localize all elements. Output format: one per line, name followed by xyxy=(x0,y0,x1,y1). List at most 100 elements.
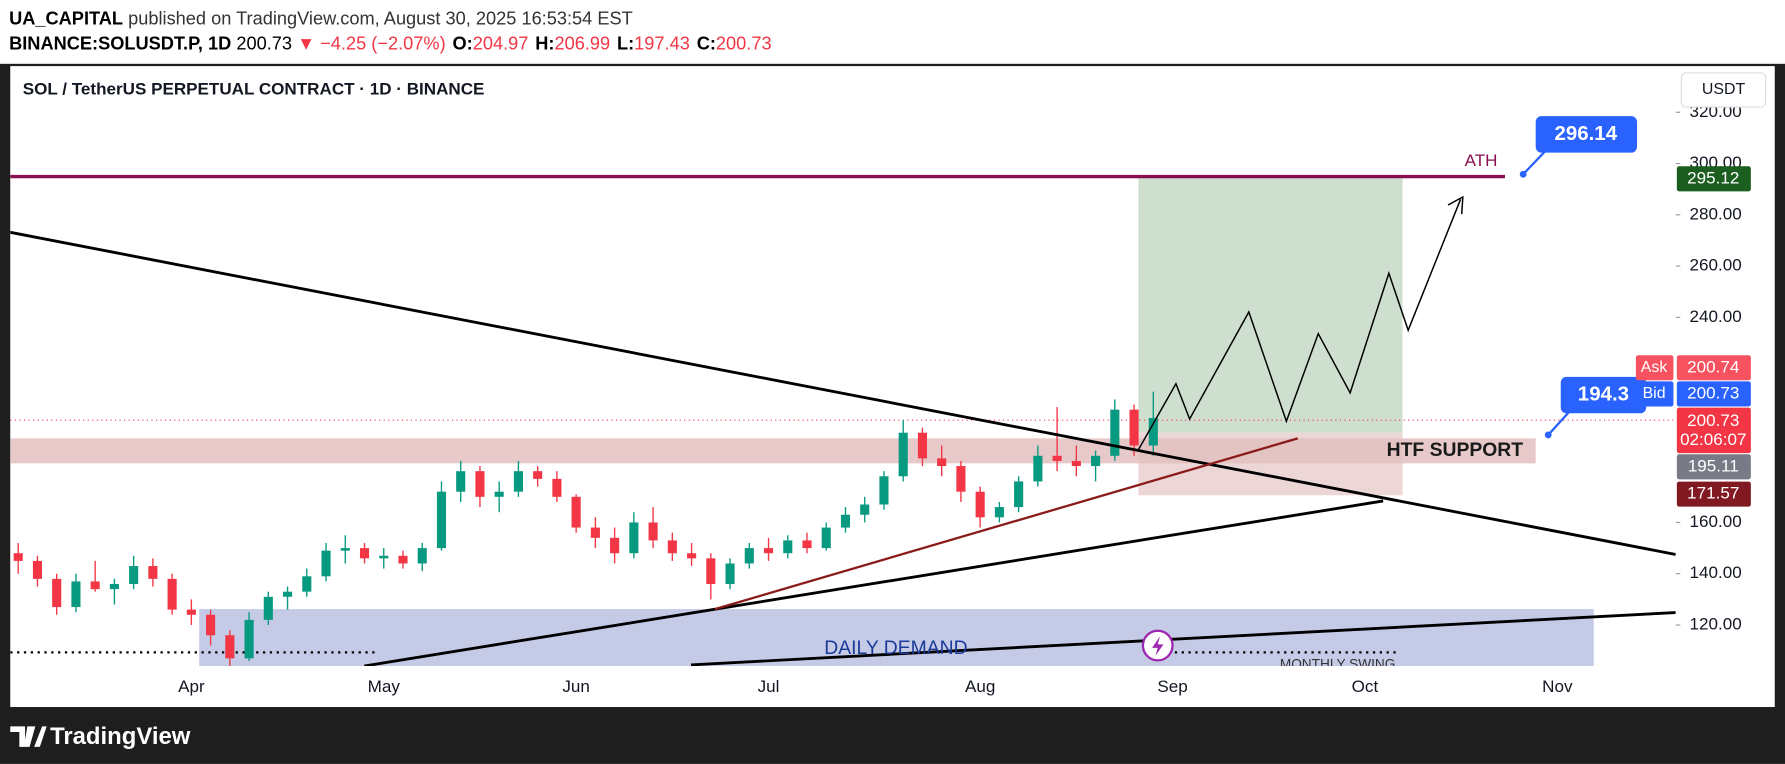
demand-label: DAILY DEMAND xyxy=(824,637,967,659)
callout-dot xyxy=(1519,170,1527,178)
candle-body xyxy=(359,548,370,559)
y-tick-label: 140.00 xyxy=(1690,563,1742,582)
x-tick-label: Aug xyxy=(965,677,995,696)
candle-body xyxy=(1033,455,1043,482)
ohlc-value: 206.99 xyxy=(554,33,610,53)
author: UA_CAPITAL xyxy=(9,8,123,28)
chart-title: SOL / TetherUS PERPETUAL CONTRACT · 1D ·… xyxy=(23,80,485,99)
candle-body xyxy=(629,522,639,554)
price-tag-label: 200.74 xyxy=(1687,357,1739,376)
candle-body xyxy=(494,491,504,497)
event-bolt xyxy=(1152,636,1164,656)
x-tick-label: Sep xyxy=(1157,677,1187,696)
price-tag xyxy=(1676,481,1751,507)
candle-body xyxy=(898,432,908,477)
candle-body xyxy=(744,548,754,564)
y-tick-label: 120.00 xyxy=(1690,615,1742,634)
currency-button[interactable] xyxy=(1680,72,1767,108)
y-tick-label: 260.00 xyxy=(1690,256,1742,275)
candle-body xyxy=(321,550,331,577)
candle-body xyxy=(590,527,600,538)
candle-body xyxy=(956,466,966,492)
currency: USDT xyxy=(1702,81,1746,98)
candle-body xyxy=(32,560,43,579)
callout-pointer xyxy=(1547,409,1572,436)
price-tags: 295.12200.74Ask200.73Bid200.7302:06:0719… xyxy=(1635,166,1751,507)
candle-body xyxy=(1110,409,1120,456)
price-tag xyxy=(1676,381,1751,407)
htf-label: HTF SUPPORT xyxy=(1387,439,1524,461)
x-tick-label: Jul xyxy=(758,677,780,696)
candle-body xyxy=(1148,418,1158,446)
price-tag xyxy=(1676,407,1751,454)
candle-body xyxy=(436,491,447,549)
header-line-1: UA_CAPITAL published on TradingView.com,… xyxy=(9,8,633,28)
price-tag xyxy=(1676,166,1751,192)
last: 200.73 xyxy=(236,33,292,53)
candle-body xyxy=(340,548,350,551)
candle-body xyxy=(706,558,716,584)
candle-body xyxy=(975,491,985,518)
candle-body xyxy=(52,578,62,608)
target-callout xyxy=(1535,116,1638,153)
drawings: ATH HTF SUPPORT DAILY DEMAND MONTHLY SWI… xyxy=(10,151,1676,672)
ohlc-value: 200.73 xyxy=(716,33,772,53)
price-tag-label: 195.11 xyxy=(1688,456,1739,475)
projection xyxy=(1137,199,1462,451)
published: published on TradingView.com, August 30,… xyxy=(128,8,633,28)
candle-body xyxy=(475,471,485,497)
ohlc-value: 204.97 xyxy=(473,33,529,53)
price-tag-label: 200.73 xyxy=(1687,383,1739,402)
price-tag xyxy=(1676,454,1751,480)
candle-body xyxy=(821,527,831,549)
candle-body xyxy=(13,553,23,561)
candle-body xyxy=(610,537,620,554)
side-tag xyxy=(1635,355,1674,381)
candle-body xyxy=(917,432,927,459)
logo-mark xyxy=(10,726,47,747)
candle-body xyxy=(244,619,254,659)
candle-body xyxy=(860,504,870,515)
candle-body xyxy=(552,478,562,497)
y-tick-label: 240.00 xyxy=(1690,307,1742,326)
candle-body xyxy=(571,496,581,528)
candle-body xyxy=(1091,455,1101,467)
candle-body xyxy=(1129,409,1139,446)
countdown: 02:06:07 xyxy=(1680,430,1746,449)
ohlc: O:204.97 H:206.99 L:197.43 C:200.73 xyxy=(453,33,772,53)
candle-body xyxy=(206,614,216,636)
price-tag-label: 200.73 xyxy=(1687,411,1739,430)
ohlc-value: 197.43 xyxy=(634,33,690,53)
candle-body xyxy=(937,458,947,467)
x-tick-label: May xyxy=(368,677,401,696)
candle-body xyxy=(725,563,735,584)
candle-body xyxy=(225,635,235,659)
price-tag-label: 295.12 xyxy=(1687,168,1739,187)
htf-support-zone xyxy=(10,438,1536,464)
candle-body xyxy=(1071,460,1081,467)
candle-body xyxy=(1014,481,1024,508)
trend-line xyxy=(364,499,1384,667)
candle-body xyxy=(802,540,812,549)
candle-body xyxy=(71,581,81,608)
candle-body xyxy=(763,548,774,554)
candle-body xyxy=(840,514,851,528)
swing-label: MONTHLY SWING xyxy=(1280,657,1396,672)
side-label: Ask xyxy=(1641,359,1668,376)
candle-body xyxy=(398,555,408,564)
ohlc-key: H: xyxy=(535,33,554,53)
entry-label: 194.3 xyxy=(1578,382,1629,405)
candle-body xyxy=(90,581,100,590)
candle-body xyxy=(1052,455,1062,461)
candle-body xyxy=(263,596,273,620)
candle-body xyxy=(167,578,177,610)
symbol: BINANCE:SOLUSDT.P, 1D xyxy=(9,33,231,53)
candles xyxy=(13,391,1158,667)
side-label: Bid xyxy=(1643,385,1666,402)
x-tick-label: Oct xyxy=(1352,677,1379,696)
change: ▼ −4.25 (−2.07%) xyxy=(297,33,446,53)
chart-area xyxy=(10,66,1775,708)
ath-label: ATH xyxy=(1465,151,1498,170)
target-zone xyxy=(1138,176,1403,433)
